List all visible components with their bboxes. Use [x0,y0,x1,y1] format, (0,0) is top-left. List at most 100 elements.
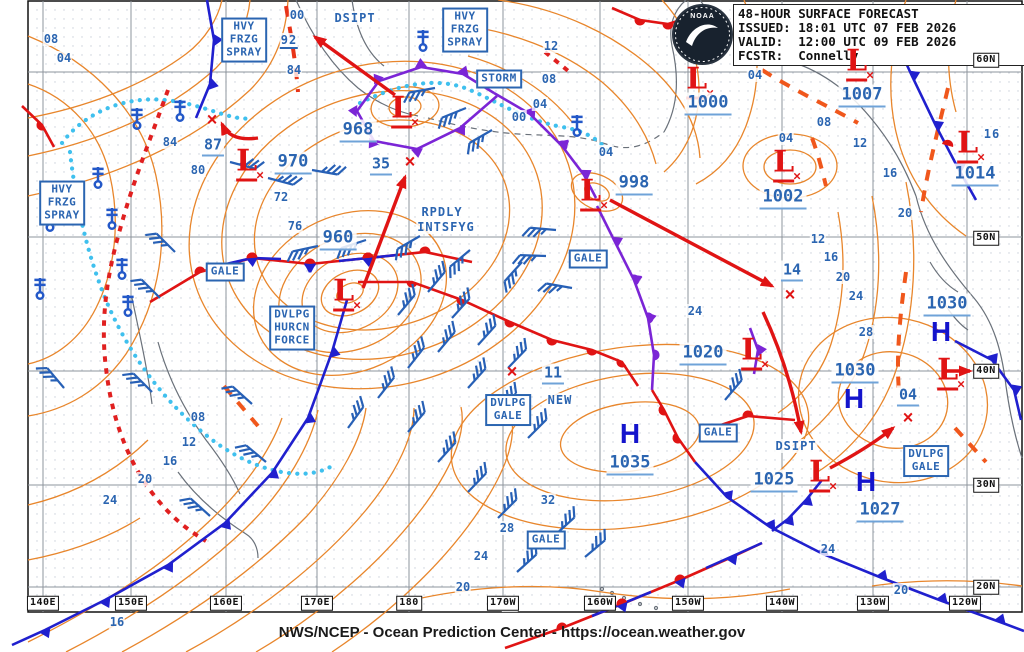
high-pressure-marker: H [844,383,864,415]
hazard-label: DVLPG GALE [903,445,949,477]
hazard-label-line: GALE [531,532,561,546]
x-position-icon: × [506,361,518,382]
map-annotation: DSIPT [333,11,377,25]
cold-front [694,461,1024,633]
hazard-label-line: HVY [51,182,73,196]
position-number: 14 [780,260,804,282]
movement-arrow [220,121,259,141]
pressure-value: 1035 [606,452,654,476]
low-pressure-marker: L× [846,43,874,83]
low-pressure-marker: L× [773,144,801,184]
movement-arrow [761,311,805,435]
issued-line: ISSUED: 18:01 UTC 07 FEB 2026 [738,20,957,35]
isobar-label: 28 [857,325,875,339]
hazard-label: GALE [526,530,566,550]
occluded-front [348,58,498,158]
noaa-seagull-icon [675,7,730,62]
position-number: 87 [201,135,225,157]
isobar-label: 12 [180,435,198,449]
x-position-icon: × [902,407,914,428]
pressure-glyph: L [809,454,831,493]
pressure-glyph: L [236,143,258,182]
hazard-label-line: GALE [911,460,941,473]
high-pressure-marker: H [931,316,951,348]
position-number: 11 [541,363,565,385]
isobar-label: 08 [815,115,833,129]
hazard-label: STORM [476,69,522,89]
map-annotation: RPDLY [420,205,464,219]
isobar-label: 04 [55,51,73,65]
isobar-label: 24 [847,289,865,303]
pressure-glyph: L [686,61,708,100]
hazard-label-line: HVY [454,9,476,23]
hazard-label-line: FORCE [274,333,310,347]
pressure-value: 970 [274,151,312,175]
lat-label: 40N [973,363,999,379]
hazard-label: DVLPG GALE [485,394,531,426]
isobar-label: 20 [454,580,472,594]
low-pressure-marker: L× [809,454,837,494]
low-cross-icon: × [829,478,837,494]
hazard-label-line: GALE [573,251,603,265]
hazard-label-line: STORM [481,71,517,85]
lon-label: 170E [300,595,334,611]
isobar-label: 04 [597,145,615,159]
high-pressure-marker: H [620,418,640,450]
isobar-label: 76 [286,219,304,233]
low-pressure-marker: L× [333,273,361,313]
pressure-glyph: L [333,273,355,312]
lon-label: 140E [26,595,60,611]
hazard-label: HVY FRZG SPRAY [442,7,488,53]
isobar-label: 28 [498,521,516,535]
isobar-label: 84 [285,63,303,77]
movement-arrows [220,35,973,470]
hazard-label-line: GALE [493,409,523,422]
isobar-label: 32 [539,493,557,507]
low-cross-icon: × [256,167,264,183]
pressure-value: 1030 [831,360,879,384]
lat-label: 30N [973,477,999,493]
low-pressure-marker: L× [741,332,769,372]
pressure-glyph: H [855,466,877,497]
hazard-label-line: SPRAY [226,45,262,59]
lon-label: 160W [583,595,617,611]
low-pressure-marker: L× [937,352,965,392]
isobar-label: 16 [822,250,840,264]
isobar-label: 00 [510,110,528,124]
isobar-label: 84 [161,135,179,149]
pressure-glyph: L [957,125,979,164]
x-position-icon: × [206,109,218,130]
isobar-label: 72 [272,190,290,204]
movement-arrow [312,35,396,97]
isobar-label: 16 [161,454,179,468]
map-annotation: NEW [546,393,574,407]
isobar-label: 04 [746,68,764,82]
pressure-glyph: L [580,173,602,212]
pressure-value: 1020 [679,342,727,366]
hazard-label: DVLPG HURCN FORCE [269,305,315,351]
pressure-glyph: L [741,332,763,371]
isobar-label: 16 [881,166,899,180]
isobar-label: 12 [851,136,869,150]
lon-label: 160E [209,595,243,611]
hazard-label-line: HURCN [274,320,310,334]
low-cross-icon: × [866,67,874,83]
isobar-label: 04 [777,131,795,145]
position-number: 35 [369,154,393,176]
lon-label: 150W [671,595,705,611]
isobar-label: 16 [108,615,126,629]
isobar-label: 24 [686,304,704,318]
x-position-icon: × [404,151,416,172]
pressure-value: 1007 [838,84,886,108]
warm-front [21,105,56,148]
ice-edge [101,50,574,543]
isobar-label: 20 [136,472,154,486]
low-pressure-marker: L× [580,173,608,213]
isobar-label: 08 [189,410,207,424]
hazard-label-line: DVLPG [908,447,944,461]
movement-arrow [361,174,407,289]
pressure-value: 1027 [856,499,904,523]
movement-arrow [829,426,896,470]
high-pressure-marker: H [856,466,876,498]
isobar-label: 04 [531,97,549,111]
